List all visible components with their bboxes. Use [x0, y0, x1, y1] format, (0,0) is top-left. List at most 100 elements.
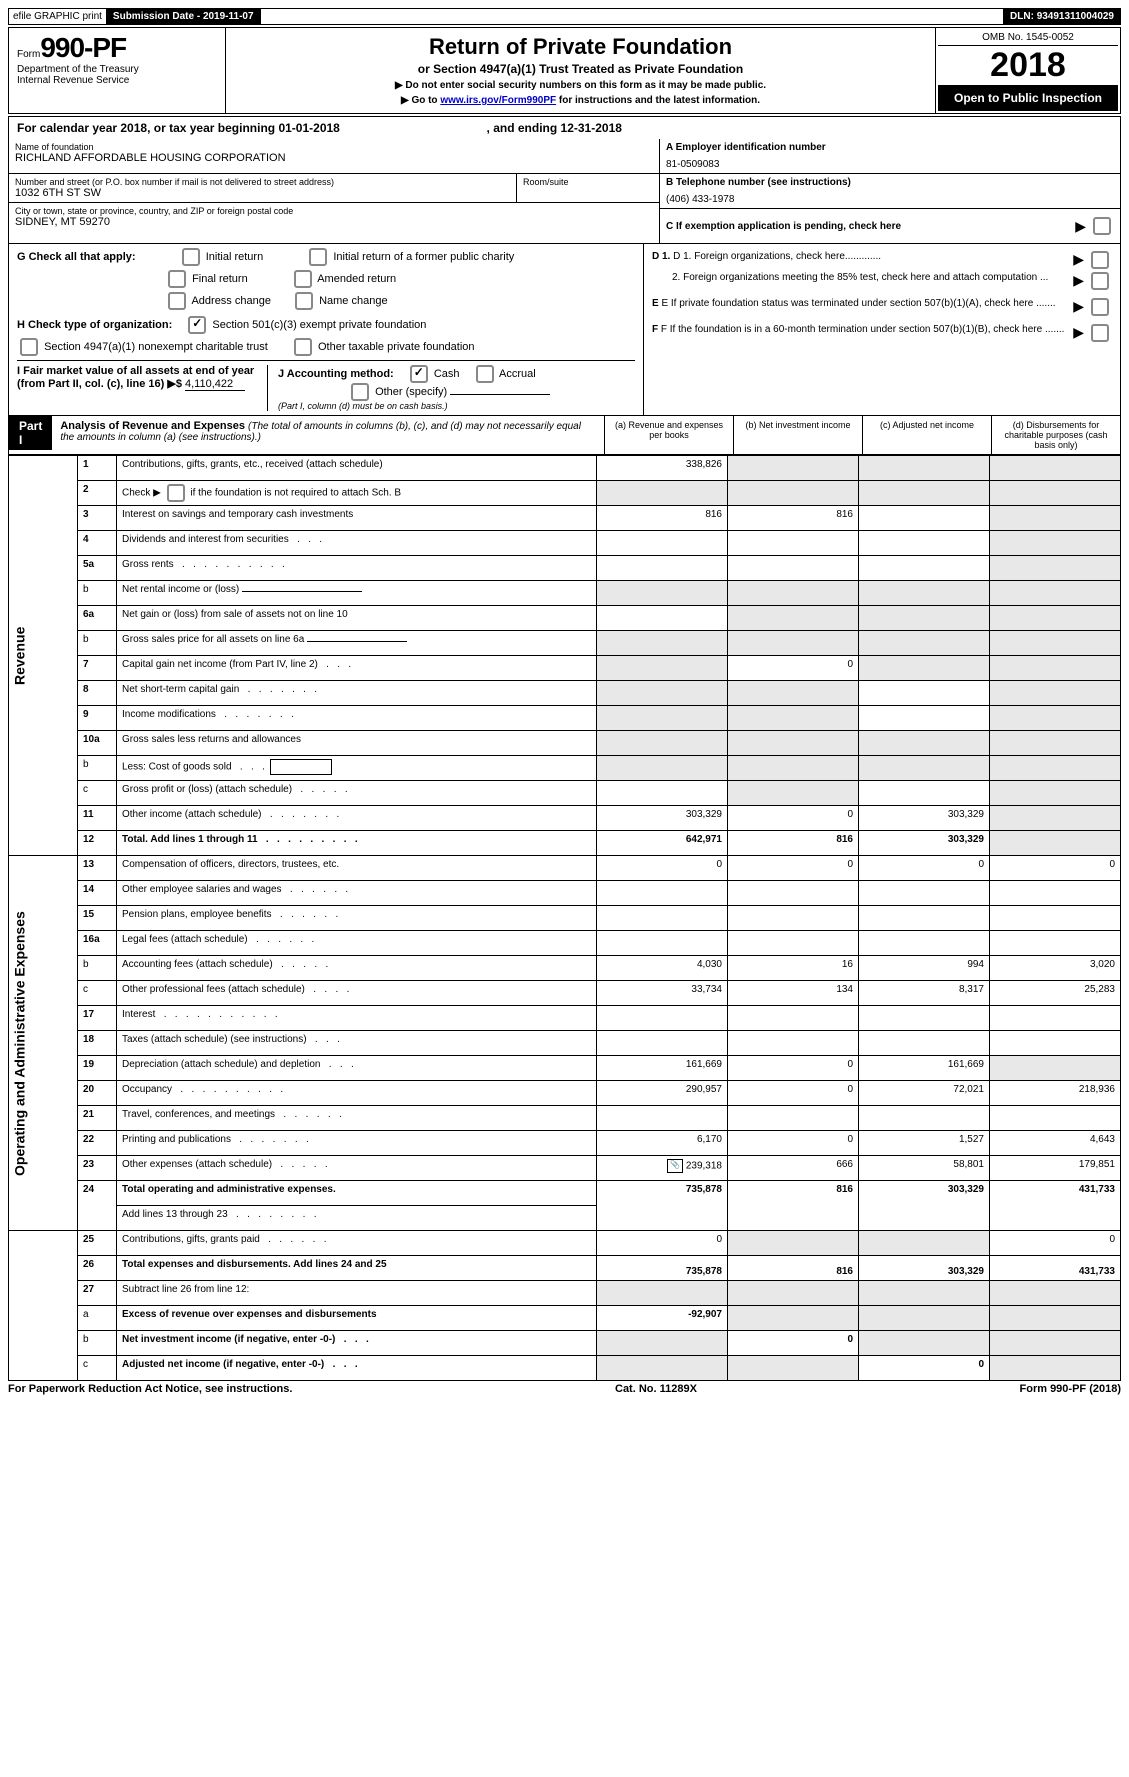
form-header: Form990-PF Department of the Treasury In…	[8, 27, 1121, 114]
table-row: cOther professional fees (attach schedul…	[9, 981, 1121, 1006]
city-row: City or town, state or province, country…	[9, 203, 659, 237]
table-row: 22Printing and publications . . . . . . …	[9, 1131, 1121, 1156]
irs-link[interactable]: www.irs.gov/Form990PF	[440, 95, 556, 106]
table-row: 15Pension plans, employee benefits . . .…	[9, 906, 1121, 931]
d1-line: D 1. D 1. Foreign organizations, check h…	[652, 251, 1112, 269]
goto-link-line: ▶ Go to www.irs.gov/Form990PF for instru…	[232, 95, 929, 106]
tax-year: 2018	[938, 46, 1118, 85]
exemption-pending-row: C If exemption application is pending, c…	[660, 209, 1120, 243]
submission-date: Submission Date - 2019-11-07	[107, 9, 261, 24]
checkbox-c[interactable]	[1093, 217, 1111, 235]
paperwork-notice: For Paperwork Reduction Act Notice, see …	[8, 1383, 292, 1395]
col-a-header: (a) Revenue and expenses per books	[604, 416, 733, 454]
checkbox-d1[interactable]	[1091, 251, 1109, 269]
table-row: 21Travel, conferences, and meetings . . …	[9, 1106, 1121, 1131]
entity-info: Name of foundation RICHLAND AFFORDABLE H…	[8, 139, 1121, 244]
fmv-value: 4,110,422	[185, 378, 245, 391]
checkbox-name-change[interactable]	[295, 292, 313, 310]
checkbox-4947a1[interactable]	[20, 338, 38, 356]
table-row: bAccounting fees (attach schedule) . . .…	[9, 956, 1121, 981]
checkbox-initial-former[interactable]	[309, 248, 327, 266]
room-suite-label: Room/suite	[523, 177, 653, 187]
d2-line: 2. Foreign organizations meeting the 85%…	[652, 272, 1112, 290]
ssn-warning: ▶ Do not enter social security numbers o…	[232, 80, 929, 91]
arrow-icon: ▶	[1073, 324, 1084, 341]
checkbox-amended[interactable]	[294, 270, 312, 288]
arrow-icon: ▶	[1075, 218, 1086, 235]
table-row: aExcess of revenue over expenses and dis…	[9, 1306, 1121, 1331]
checks-section: G Check all that apply: Initial return I…	[8, 244, 1121, 416]
telephone-row: B Telephone number (see instructions) (4…	[660, 174, 1120, 209]
part1-header: Part I Analysis of Revenue and Expenses …	[8, 416, 1121, 455]
h-org-type: H Check type of organization: Section 50…	[17, 316, 635, 356]
table-row: 23Other expenses (attach schedule) . . .…	[9, 1156, 1121, 1181]
j-note: (Part I, column (d) must be on cash basi…	[278, 401, 635, 411]
table-row: bNet investment income (if negative, ent…	[9, 1331, 1121, 1356]
checkbox-final-return[interactable]	[168, 270, 186, 288]
form-title: Return of Private Foundation	[232, 34, 929, 60]
table-row: 7Capital gain net income (from Part IV, …	[9, 656, 1121, 681]
table-row: 19Depreciation (attach schedule) and dep…	[9, 1056, 1121, 1081]
table-row: 3Interest on savings and temporary cash …	[9, 506, 1121, 531]
table-row: 14Other employee salaries and wages . . …	[9, 881, 1121, 906]
table-row: bNet rental income or (loss)	[9, 581, 1121, 606]
checkbox-other-method[interactable]	[351, 383, 369, 401]
checkbox-d2[interactable]	[1091, 272, 1109, 290]
form-subtitle: or Section 4947(a)(1) Trust Treated as P…	[232, 62, 929, 76]
table-row: 16aLegal fees (attach schedule) . . . . …	[9, 931, 1121, 956]
checkbox-501c3[interactable]	[188, 316, 206, 334]
checkbox-address-change[interactable]	[168, 292, 186, 310]
table-row: 5aGross rents . . . . . . . . . .	[9, 556, 1121, 581]
table-row: bLess: Cost of goods sold . . .	[9, 756, 1121, 781]
table-row: 24Total operating and administrative exp…	[9, 1181, 1121, 1206]
table-row: 26Total expenses and disbursements. Add …	[9, 1256, 1121, 1281]
form-number: Form990-PF	[17, 32, 217, 64]
table-row: cGross profit or (loss) (attach schedule…	[9, 781, 1121, 806]
table-row: Operating and Administrative Expenses 13…	[9, 856, 1121, 881]
part1-table: Revenue 1Contributions, gifts, grants, e…	[8, 455, 1121, 1381]
checkbox-accrual[interactable]	[476, 365, 494, 383]
checkbox-cash[interactable]	[410, 365, 428, 383]
open-to-public: Open to Public Inspection	[938, 85, 1118, 111]
top-bar: efile GRAPHIC print Submission Date - 20…	[8, 8, 1121, 25]
table-row: 20Occupancy . . . . . . . . . . 290,9570…	[9, 1081, 1121, 1106]
table-row: 2Check ▶ if the foundation is not requir…	[9, 481, 1121, 506]
arrow-icon: ▶	[1073, 298, 1084, 315]
efile-label: efile GRAPHIC print	[9, 9, 107, 24]
table-row: Revenue 1Contributions, gifts, grants, e…	[9, 456, 1121, 481]
revenue-side-label: Revenue	[9, 456, 78, 856]
table-row: 8Net short-term capital gain . . . . . .…	[9, 681, 1121, 706]
f-line: F F If the foundation is in a 60-month t…	[652, 324, 1112, 342]
ein-row: A Employer identification number 81-0509…	[660, 139, 1120, 174]
attachment-icon[interactable]: 📎	[667, 1159, 683, 1173]
form-footer-label: Form 990-PF (2018)	[1020, 1383, 1122, 1395]
part-label: Part I	[9, 416, 52, 450]
table-row: 27Subtract line 26 from line 12:	[9, 1281, 1121, 1306]
checkbox-other-taxable[interactable]	[294, 338, 312, 356]
table-row: 9Income modifications . . . . . . .	[9, 706, 1121, 731]
table-row: 18Taxes (attach schedule) (see instructi…	[9, 1031, 1121, 1056]
col-c-header: (c) Adjusted net income	[862, 416, 991, 454]
address-row: Number and street (or P.O. box number if…	[9, 174, 659, 203]
calendar-year-line: For calendar year 2018, or tax year begi…	[8, 116, 1121, 139]
table-row: cAdjusted net income (if negative, enter…	[9, 1356, 1121, 1381]
table-row: 4Dividends and interest from securities …	[9, 531, 1121, 556]
irs-label: Internal Revenue Service	[17, 75, 217, 86]
col-b-header: (b) Net investment income	[733, 416, 862, 454]
table-row: bGross sales price for all assets on lin…	[9, 631, 1121, 656]
g-check-all: G Check all that apply: Initial return I…	[17, 248, 635, 310]
checkbox-f[interactable]	[1091, 324, 1109, 342]
checkbox-initial-return[interactable]	[182, 248, 200, 266]
e-line: E E If private foundation status was ter…	[652, 298, 1112, 316]
table-row: 17Interest . . . . . . . . . . .	[9, 1006, 1121, 1031]
arrow-icon: ▶	[1073, 272, 1084, 289]
cat-number: Cat. No. 11289X	[615, 1383, 697, 1395]
page-footer: For Paperwork Reduction Act Notice, see …	[8, 1383, 1121, 1395]
dln: DLN: 93491311004029	[1004, 9, 1120, 24]
checkbox-e[interactable]	[1091, 298, 1109, 316]
omb-number: OMB No. 1545-0052	[938, 30, 1118, 46]
dept-treasury: Department of the Treasury	[17, 64, 217, 75]
checkbox-schb[interactable]	[167, 484, 185, 502]
foundation-name-row: Name of foundation RICHLAND AFFORDABLE H…	[9, 139, 659, 174]
table-row: 10aGross sales less returns and allowanc…	[9, 731, 1121, 756]
